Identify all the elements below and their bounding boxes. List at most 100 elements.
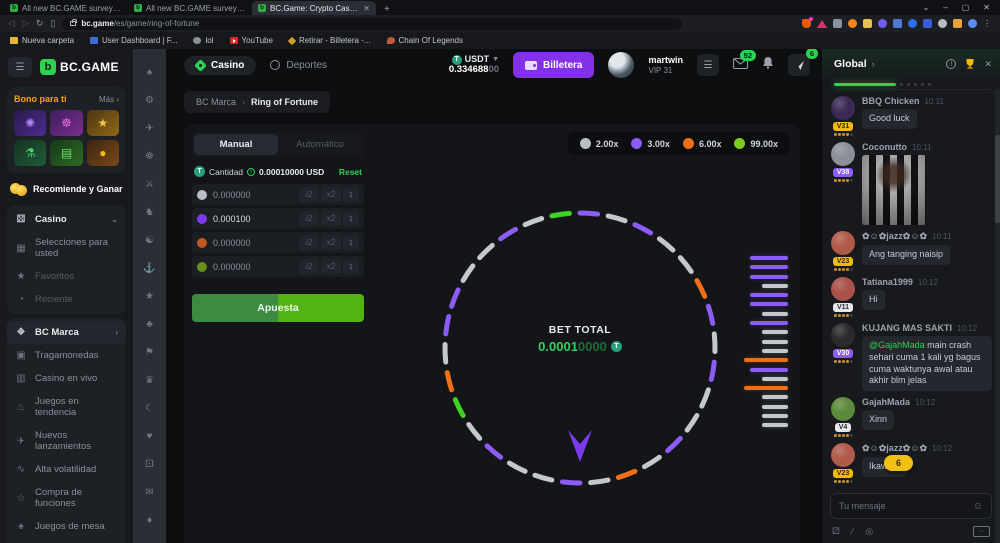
adblock-shield-icon[interactable] — [802, 17, 813, 28]
reset-button[interactable]: Reset — [338, 166, 362, 177]
sidebar-item-juegos-de-mesa[interactable]: ♠ Juegos de mesa — [7, 515, 126, 538]
amount-stepper[interactable]: ▲ ▼ — [343, 235, 359, 250]
rail-icon-11[interactable]: ⚑ — [145, 347, 154, 358]
sidebar-item-juegos-en-tendencia[interactable]: ♨ Juegos en tendencia — [7, 390, 126, 424]
chat-image-message[interactable] — [862, 155, 926, 226]
sidebar-item-favoritos[interactable]: ★ Favoritos — [7, 265, 126, 288]
chat-username[interactable]: GajahMada — [862, 397, 911, 407]
extension-icon[interactable] — [878, 19, 887, 28]
amount-stepper[interactable]: ▲ ▼ — [343, 187, 359, 202]
rail-icon-16[interactable]: ✉ — [145, 487, 154, 498]
chat-command-icon[interactable]: ∕ — [851, 526, 854, 536]
reading-list-icon[interactable]: ▯ — [50, 18, 56, 28]
rail-icon-9[interactable]: ★ — [145, 291, 154, 302]
sidebar-item-alta-volatilidad[interactable]: ∿ Alta volatilidad — [7, 458, 126, 481]
rail-icon-4[interactable]: ☸ — [145, 151, 154, 162]
browser-menu-icon[interactable]: ⋮ — [983, 19, 992, 28]
sidebar-item-reciente[interactable]: ◔ Reciente — [7, 288, 126, 311]
chat-username[interactable]: ✿☺✿jazz✿☺✿ — [862, 231, 928, 242]
rail-icon-10[interactable]: ♣ — [146, 319, 153, 330]
reload-icon[interactable]: ↻ — [35, 18, 44, 28]
sidebar-item-nuevos-lanzamientos[interactable]: ✈ Nuevos lanzamientos — [7, 424, 126, 458]
amount-stepper[interactable]: ▲ ▼ — [343, 211, 359, 226]
extension-icon[interactable] — [908, 19, 917, 28]
chat-username[interactable]: Coconutto — [862, 142, 907, 153]
chat-mention[interactable]: @GajahMada — [869, 340, 925, 351]
bonus-spin[interactable]: ✺ — [14, 110, 47, 136]
user-info[interactable]: martwin VIP 31 — [648, 55, 683, 75]
rail-icon-3[interactable]: ✈ — [145, 123, 154, 134]
browser-chevron-icon[interactable]: ⌄ — [922, 3, 930, 12]
referral-link[interactable]: Recomiende y Ganar — [0, 177, 133, 201]
browser-tab[interactable]: b All new BC.GAME survey & feedback — [128, 1, 252, 15]
bonus-more-link[interactable]: Más › — [98, 94, 119, 104]
double-button[interactable]: x2 — [321, 235, 341, 250]
bet-amount-value[interactable]: 0.000100 — [213, 213, 251, 224]
game-tab-automático[interactable]: Automático — [296, 139, 344, 150]
sidebar-item-tragamonedas[interactable]: ▣ Tragamonedas — [7, 344, 126, 367]
bookmark-item[interactable]: lol — [193, 36, 214, 45]
extension-icon[interactable] — [968, 19, 977, 28]
sidebar-item-selecciones-para-usted[interactable]: ▦ Selecciones para usted — [7, 231, 126, 265]
extension-icon[interactable] — [863, 19, 872, 28]
tab-close-icon[interactable]: ✕ — [363, 3, 370, 13]
amount-stepper[interactable]: ▲ ▼ — [343, 259, 359, 274]
warning-extension-icon[interactable] — [817, 19, 827, 28]
chat-dice-icon[interactable]: ⚂ — [832, 525, 840, 536]
browser-tab[interactable]: b BC.Game: Crypto Casino Games✕ — [252, 1, 376, 15]
sidebar-toggle-button[interactable]: ☰ — [8, 57, 32, 77]
new-tab-button[interactable]: + — [384, 4, 390, 15]
bcgame-logo[interactable]: b BC.GAME — [40, 59, 119, 75]
bet-amount-value[interactable]: 0.000000 — [213, 261, 251, 272]
half-button[interactable]: /2 — [299, 259, 319, 274]
sidebar-item-bc-marca[interactable]: ❖ BC Marca › — [7, 321, 126, 344]
rail-icon-1[interactable]: ♠ — [146, 67, 153, 78]
extension-icon[interactable] — [833, 19, 842, 28]
sidebar-item-deportes[interactable]: ◎Deportes — [7, 538, 126, 543]
bonus-coin[interactable]: ● — [86, 140, 119, 166]
tab-deportes[interactable]: Deportes — [270, 60, 327, 71]
breadcrumb-parent[interactable]: BC Marca — [196, 97, 237, 107]
bookmark-item[interactable]: Nueva carpeta — [10, 36, 74, 45]
user-menu-button[interactable]: ☰ — [697, 54, 719, 76]
bet-amount-value[interactable]: 0.000000 — [213, 189, 251, 200]
chat-input[interactable] — [839, 501, 967, 511]
sidebar-item-casino-en-vivo[interactable]: ▥ Casino en vivo — [7, 367, 126, 390]
half-button[interactable]: /2 — [299, 187, 319, 202]
chat-rules-icon[interactable]: ! — [946, 59, 957, 69]
chat-username[interactable]: BBQ Chicken — [862, 96, 920, 107]
bookmark-item[interactable]: Retirar - Billetera -... — [287, 36, 371, 45]
chat-scrollbar[interactable] — [995, 89, 1000, 543]
bonus-star[interactable]: ★ — [86, 110, 119, 136]
window-minimize-button[interactable]: – — [943, 3, 948, 12]
balance-selector[interactable]: T USDT ▼ 0.33468800 — [448, 53, 500, 75]
extension-icon[interactable] — [848, 19, 857, 28]
back-icon[interactable]: ◁ — [8, 18, 15, 28]
browser-tab[interactable]: b All new BC.GAME survey & feedback — [4, 1, 128, 15]
half-button[interactable]: /2 — [299, 235, 319, 250]
new-messages-badge[interactable]: 6 — [884, 455, 914, 471]
wallet-button[interactable]: Billetera — [513, 52, 595, 78]
chat-room-selector[interactable]: Global — [834, 58, 867, 70]
rail-icon-14[interactable]: ♥ — [146, 431, 153, 442]
bonus-cash[interactable]: ▤ — [50, 140, 83, 166]
window-maximize-button[interactable]: ▢ — [961, 3, 970, 12]
trophy-icon[interactable] — [964, 58, 976, 70]
bookmark-item[interactable]: Chain Of Legends — [386, 36, 463, 45]
bet-button[interactable]: Apuesta — [192, 294, 364, 322]
chat-username[interactable]: Tatiana1999 — [862, 277, 913, 288]
double-button[interactable]: x2 — [321, 187, 341, 202]
rail-icon-6[interactable]: ♞ — [145, 207, 154, 218]
tab-casino[interactable]: Casino — [184, 55, 257, 75]
info-icon[interactable]: i — [247, 167, 256, 176]
rail-icon-8[interactable]: ⚓ — [143, 263, 156, 274]
mail-button[interactable]: 52 — [733, 50, 756, 74]
rail-icon-5[interactable]: ⚔ — [145, 179, 154, 190]
half-button[interactable]: /2 — [299, 211, 319, 226]
bonus-wheel[interactable]: ☸ — [50, 110, 83, 136]
forward-icon[interactable]: ▷ — [21, 18, 29, 28]
rail-icon-13[interactable]: ☾ — [145, 403, 154, 414]
rail-icon-17[interactable]: ♦ — [146, 515, 153, 526]
emoji-picker-icon[interactable]: ☺ — [972, 500, 983, 512]
rail-icon-15[interactable]: ⚀ — [145, 459, 154, 470]
